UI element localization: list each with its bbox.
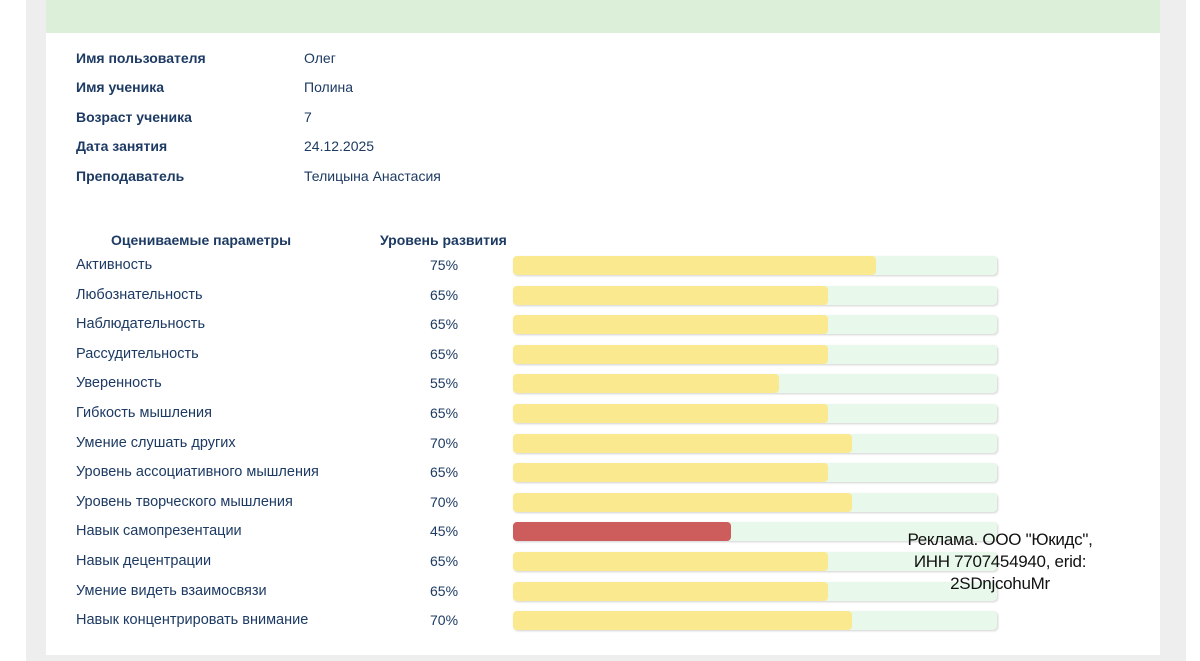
param-name: Уровень ассоциативного мышления <box>76 464 319 481</box>
progress-bar-fill <box>513 492 852 512</box>
param-name: Уровень творческого мышления <box>76 493 293 510</box>
param-name: Наблюдательность <box>76 316 206 333</box>
param-percent: 70% <box>430 612 459 629</box>
param-name: Любознательность <box>76 286 203 303</box>
param-percent: 65% <box>430 286 459 303</box>
param-percent: 70% <box>430 493 459 510</box>
param-percent: 45% <box>430 523 459 540</box>
info-label-user: Имя пользователя <box>76 50 206 66</box>
info-value-age: 7 <box>304 109 312 125</box>
progress-bar-track <box>513 315 997 335</box>
progress-bar-fill <box>513 285 828 305</box>
param-percent: 65% <box>430 345 459 362</box>
param-name: Навык концентрировать внимание <box>76 612 309 629</box>
param-name: Гибкость мышления <box>76 405 212 421</box>
info-label-student: Имя ученика <box>76 79 165 95</box>
param-percent: 70% <box>430 434 459 451</box>
param-name: Навык самопрезентации <box>76 523 242 540</box>
param-percent: 65% <box>430 405 459 421</box>
param-percent: 55% <box>430 375 459 392</box>
ad-disclaimer: Реклама. ООО "Юкидс", ИНН 7707454940, er… <box>907 530 1093 593</box>
progress-bar-track <box>513 522 997 542</box>
info-value-student: Полина <box>304 79 354 95</box>
progress-bar-fill <box>513 581 828 601</box>
progress-bar-fill <box>513 611 852 631</box>
param-name: Умение слушать других <box>76 434 236 451</box>
progress-bar-track <box>513 552 997 571</box>
param-percent: 65% <box>430 582 459 599</box>
card-header-band <box>46 0 1160 33</box>
param-name: Навык децентрации <box>76 553 212 569</box>
progress-bar-track <box>513 492 997 512</box>
progress-bar-track <box>513 433 997 453</box>
info-value-user: Олег <box>304 50 336 66</box>
info-value-teacher: Телицына Анастасия <box>304 168 441 184</box>
info-label-date: Дата занятия <box>76 138 168 154</box>
progress-bar-track <box>513 581 997 601</box>
info-value-date: 24.12.2025 <box>304 138 375 154</box>
param-percent: 65% <box>430 464 459 481</box>
column-header-params: Оцениваемые параметры <box>111 232 292 248</box>
progress-bar-fill <box>513 404 828 423</box>
progress-bar-fill <box>513 256 876 275</box>
param-percent: 65% <box>430 553 459 569</box>
progress-bar-track <box>513 374 997 394</box>
progress-bar-fill <box>513 315 828 335</box>
progress-bar-fill <box>513 433 852 453</box>
param-name: Уверенность <box>76 375 162 392</box>
param-percent: 65% <box>430 316 459 333</box>
progress-bar-track <box>513 404 997 423</box>
progress-bar-fill <box>513 463 828 483</box>
progress-bar-track <box>513 285 997 305</box>
info-label-teacher: Преподаватель <box>76 168 185 184</box>
progress-bar-track <box>513 256 997 275</box>
report-card: Имя пользователя Олег Имя ученика Полина… <box>46 0 1160 655</box>
info-label-age: Возраст ученика <box>76 109 192 125</box>
progress-bar-track <box>513 463 997 483</box>
progress-bar-track <box>513 611 997 631</box>
param-name: Рассудительность <box>76 345 199 362</box>
progress-bar-fill <box>513 374 779 394</box>
param-percent: 75% <box>430 257 459 273</box>
progress-bar-fill <box>513 522 731 542</box>
param-name: Активность <box>76 257 153 273</box>
progress-bar-track <box>513 344 997 364</box>
column-header-level: Уровень развития <box>380 232 507 248</box>
param-name: Умение видеть взаимосвязи <box>76 582 267 599</box>
progress-bar-fill <box>513 552 828 571</box>
progress-bar-fill <box>513 344 828 364</box>
